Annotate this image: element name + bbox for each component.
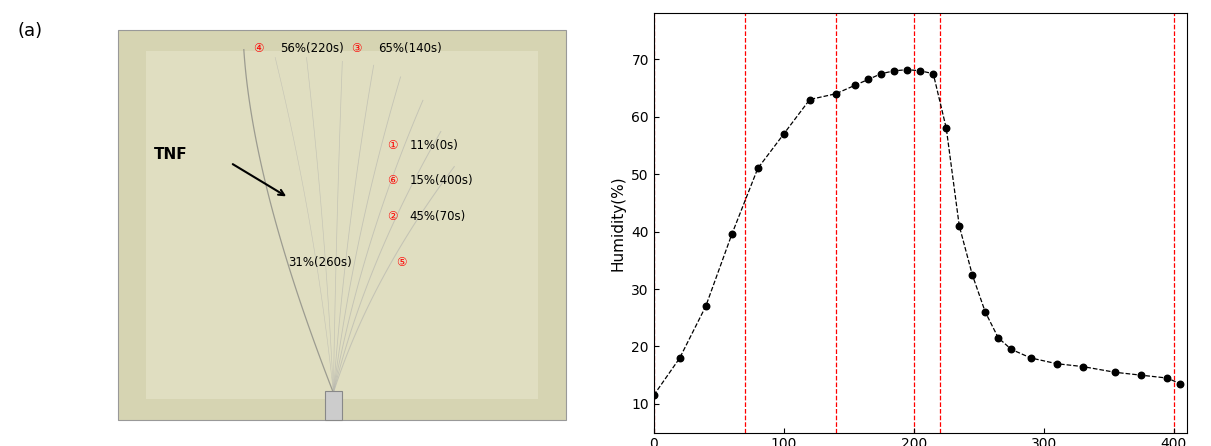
Point <box>1073 363 1092 370</box>
Point <box>872 70 891 77</box>
Text: 56%(220s): 56%(220s) <box>280 42 344 55</box>
Text: 31%(260s): 31%(260s) <box>288 256 352 269</box>
Point <box>845 82 865 89</box>
FancyBboxPatch shape <box>147 51 538 399</box>
Point <box>774 130 793 137</box>
Text: ②: ② <box>388 210 397 223</box>
Point <box>859 76 878 83</box>
Text: ⑥: ⑥ <box>388 174 397 187</box>
Point <box>1021 355 1040 362</box>
Text: ③: ③ <box>351 42 362 55</box>
Point <box>884 67 903 74</box>
Point <box>924 70 943 77</box>
Text: 11%(0s): 11%(0s) <box>409 139 458 153</box>
Point <box>748 165 768 172</box>
Text: TNF: TNF <box>154 148 188 162</box>
Point <box>1131 372 1150 379</box>
Point <box>897 66 917 73</box>
Point <box>644 392 664 399</box>
Point <box>1048 360 1067 367</box>
Point <box>1001 346 1021 353</box>
Point <box>722 231 741 238</box>
Point <box>670 355 689 362</box>
FancyBboxPatch shape <box>325 391 342 420</box>
Point <box>988 334 1008 342</box>
Point <box>976 309 995 316</box>
Point <box>963 271 982 278</box>
Point <box>936 125 955 132</box>
Point <box>949 222 969 229</box>
Point <box>800 96 820 103</box>
Point <box>696 303 716 310</box>
Point <box>911 67 930 74</box>
Text: ⑤: ⑤ <box>396 256 407 269</box>
FancyBboxPatch shape <box>119 30 567 420</box>
Point <box>1158 375 1177 382</box>
Point <box>826 90 845 97</box>
Text: (a): (a) <box>18 22 42 40</box>
Point <box>1106 369 1125 376</box>
Text: ④: ④ <box>253 42 263 55</box>
Text: 15%(400s): 15%(400s) <box>409 174 474 187</box>
Y-axis label: Humidity(%): Humidity(%) <box>610 175 626 271</box>
Text: 65%(140s): 65%(140s) <box>378 42 442 55</box>
Text: 45%(70s): 45%(70s) <box>409 210 466 223</box>
Text: ①: ① <box>388 139 397 153</box>
Point <box>1171 380 1190 388</box>
